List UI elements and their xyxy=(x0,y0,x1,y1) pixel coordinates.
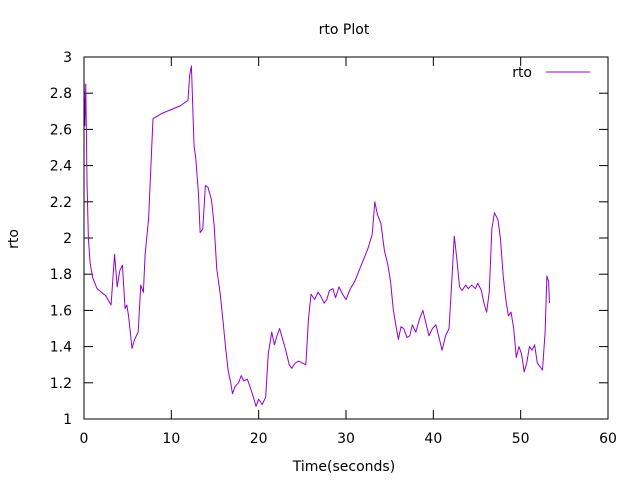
y-tick-label: 1.4 xyxy=(50,340,72,356)
y-tick-label: 2 xyxy=(63,231,72,247)
x-axis-label: Time(seconds) xyxy=(292,459,395,475)
y-axis-label: rto xyxy=(6,229,22,249)
y-tick-label: 1 xyxy=(63,412,72,428)
series-line-rto xyxy=(83,65,550,407)
y-axis-ticks: 1 1.2 1.4 1.6 1.8 2 2.2 2.4 2.6 2.8 3 xyxy=(50,50,608,428)
y-tick-label: 1.2 xyxy=(50,376,72,392)
y-tick-label: 2.6 xyxy=(50,122,72,138)
plot-frame xyxy=(83,56,609,420)
legend-label: rto xyxy=(512,65,532,81)
x-tick-label: 40 xyxy=(424,431,442,447)
y-tick-label: 3 xyxy=(63,50,72,66)
x-tick-label: 60 xyxy=(599,431,617,447)
legend: rto xyxy=(512,65,590,81)
y-tick-label: 1.8 xyxy=(50,267,72,283)
y-tick-label: 2.2 xyxy=(50,195,72,211)
x-axis-ticks: 0 10 20 30 40 50 60 xyxy=(80,57,617,447)
x-tick-label: 50 xyxy=(512,431,530,447)
x-tick-label: 10 xyxy=(162,431,180,447)
chart-title: rto Plot xyxy=(319,22,370,38)
x-tick-label: 20 xyxy=(250,431,268,447)
series-layer xyxy=(83,65,550,407)
y-tick-label: 1.6 xyxy=(50,303,72,319)
x-tick-label: 0 xyxy=(80,431,89,447)
y-tick-label: 2.4 xyxy=(50,159,72,175)
y-tick-label: 2.8 xyxy=(50,86,72,102)
x-tick-label: 30 xyxy=(337,431,355,447)
